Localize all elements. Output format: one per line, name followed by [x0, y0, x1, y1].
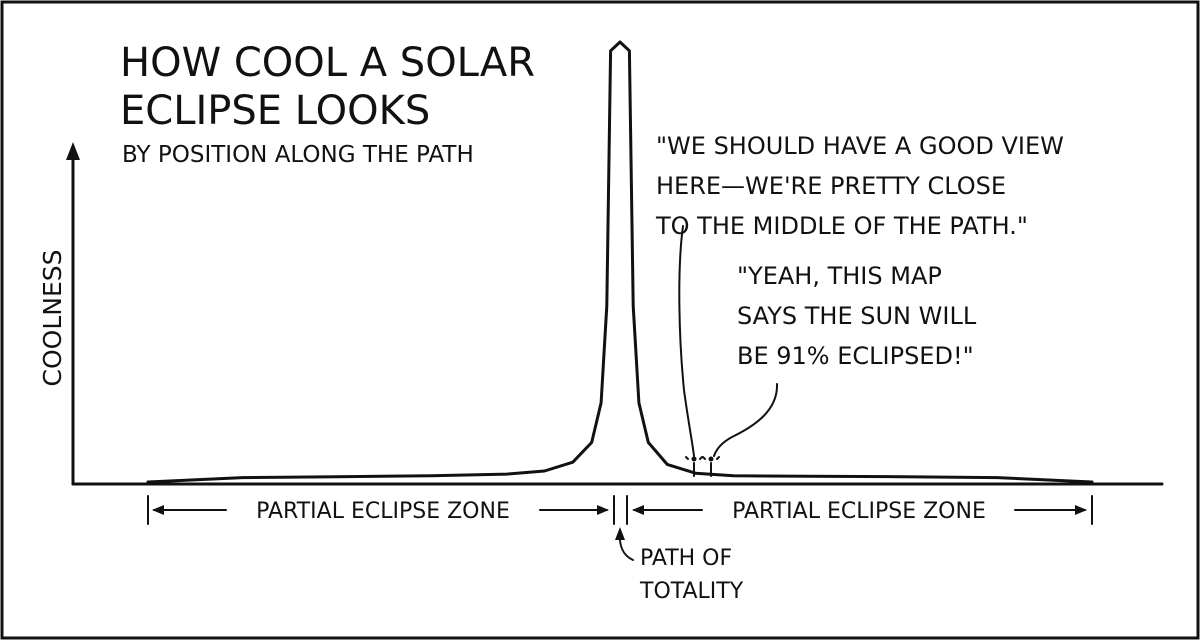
speech-person-two-line: SAYS THE SUN WILL: [737, 302, 977, 330]
right-zone-label: PARTIAL ECLIPSE ZONE: [732, 499, 986, 524]
observer-figures: [685, 456, 720, 477]
speech-person-one-line: HERE—WE'RE PRETTY CLOSE: [656, 172, 1006, 200]
speech-person-one-line: TO THE MIDDLE OF THE PATH.": [655, 212, 1028, 240]
speech-person-one-tail: [678, 225, 695, 457]
speech-person-two-tail: [713, 383, 779, 457]
zone-brackets: [147, 495, 1093, 525]
left-zone-label: PARTIAL ECLIPSE ZONE: [256, 499, 510, 524]
speech-person-one-line: "WE SHOULD HAVE A GOOD VIEW: [656, 132, 1064, 160]
y-axis-arrowhead: [66, 142, 80, 160]
speech-person-two-line: "YEAH, THIS MAP: [737, 262, 942, 290]
coolness-series-line: [146, 40, 1094, 484]
chart-title-line-1: HOW COOL A SOLAR: [120, 40, 535, 86]
chart-title-line-2: ECLIPSE LOOKS: [120, 88, 430, 134]
speech-person-two-line: BE 91% ECLIPSED!": [737, 342, 974, 370]
totality-label-line-2: TOTALITY: [639, 579, 744, 604]
y-axis-label: COOLNESS: [38, 250, 67, 387]
speech-person-one: "WE SHOULD HAVE A GOOD VIEW HERE—WE'RE P…: [655, 132, 1064, 457]
speech-person-two: "YEAH, THIS MAP SAYS THE SUN WILL BE 91%…: [713, 262, 977, 457]
chart-subtitle: BY POSITION ALONG THE PATH: [122, 142, 474, 168]
totality-label-line-1: PATH OF: [640, 546, 732, 571]
totality-pointer-head: [615, 527, 625, 540]
